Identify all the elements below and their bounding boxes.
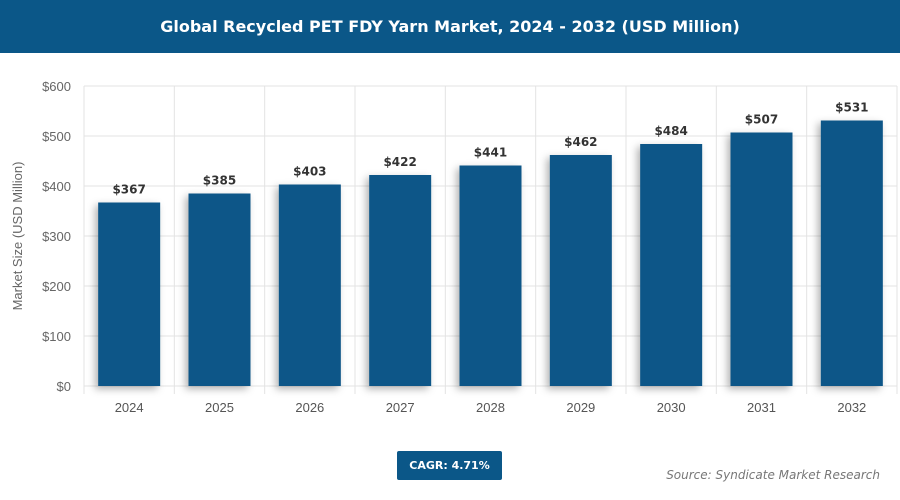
bar: [820, 120, 883, 386]
y-tick-label: $0: [57, 379, 71, 394]
data-label: $462: [564, 135, 597, 149]
bar: [369, 175, 432, 386]
data-label: $403: [293, 165, 326, 179]
x-tick-label: 2027: [386, 400, 415, 415]
data-label: $441: [474, 146, 507, 160]
bar: [730, 132, 793, 386]
y-tick-label: $200: [42, 279, 71, 294]
bar: [459, 165, 522, 386]
x-tick-label: 2032: [837, 400, 866, 415]
y-tick-label: $300: [42, 229, 71, 244]
y-tick-label: $500: [42, 129, 71, 144]
x-tick-label: 2024: [115, 400, 144, 415]
x-tick-label: 2030: [657, 400, 686, 415]
bar: [98, 202, 161, 386]
y-tick-label: $600: [42, 79, 71, 94]
source-note: Source: Syndicate Market Research: [666, 468, 880, 482]
x-tick-label: 2025: [205, 400, 234, 415]
data-label: $484: [654, 124, 687, 138]
y-axis-label: Market Size (USD Million): [10, 162, 25, 311]
data-label: $507: [745, 113, 778, 127]
x-tick-label: 2028: [476, 400, 505, 415]
x-tick-label: 2029: [566, 400, 595, 415]
data-label: $422: [383, 155, 416, 169]
x-tick-label: 2026: [295, 400, 324, 415]
x-tick-label: 2031: [747, 400, 776, 415]
bar: [188, 193, 251, 386]
cagr-badge: CAGR: 4.71%: [397, 451, 502, 480]
data-label: $531: [835, 101, 868, 115]
y-tick-label: $400: [42, 179, 71, 194]
chart-title: Global Recycled PET FDY Yarn Market, 202…: [0, 0, 900, 53]
bar: [640, 144, 703, 386]
data-label: $367: [112, 183, 145, 197]
data-label: $385: [203, 174, 236, 188]
y-tick-label: $100: [42, 329, 71, 344]
bar: [278, 184, 341, 386]
bar: [549, 155, 612, 386]
